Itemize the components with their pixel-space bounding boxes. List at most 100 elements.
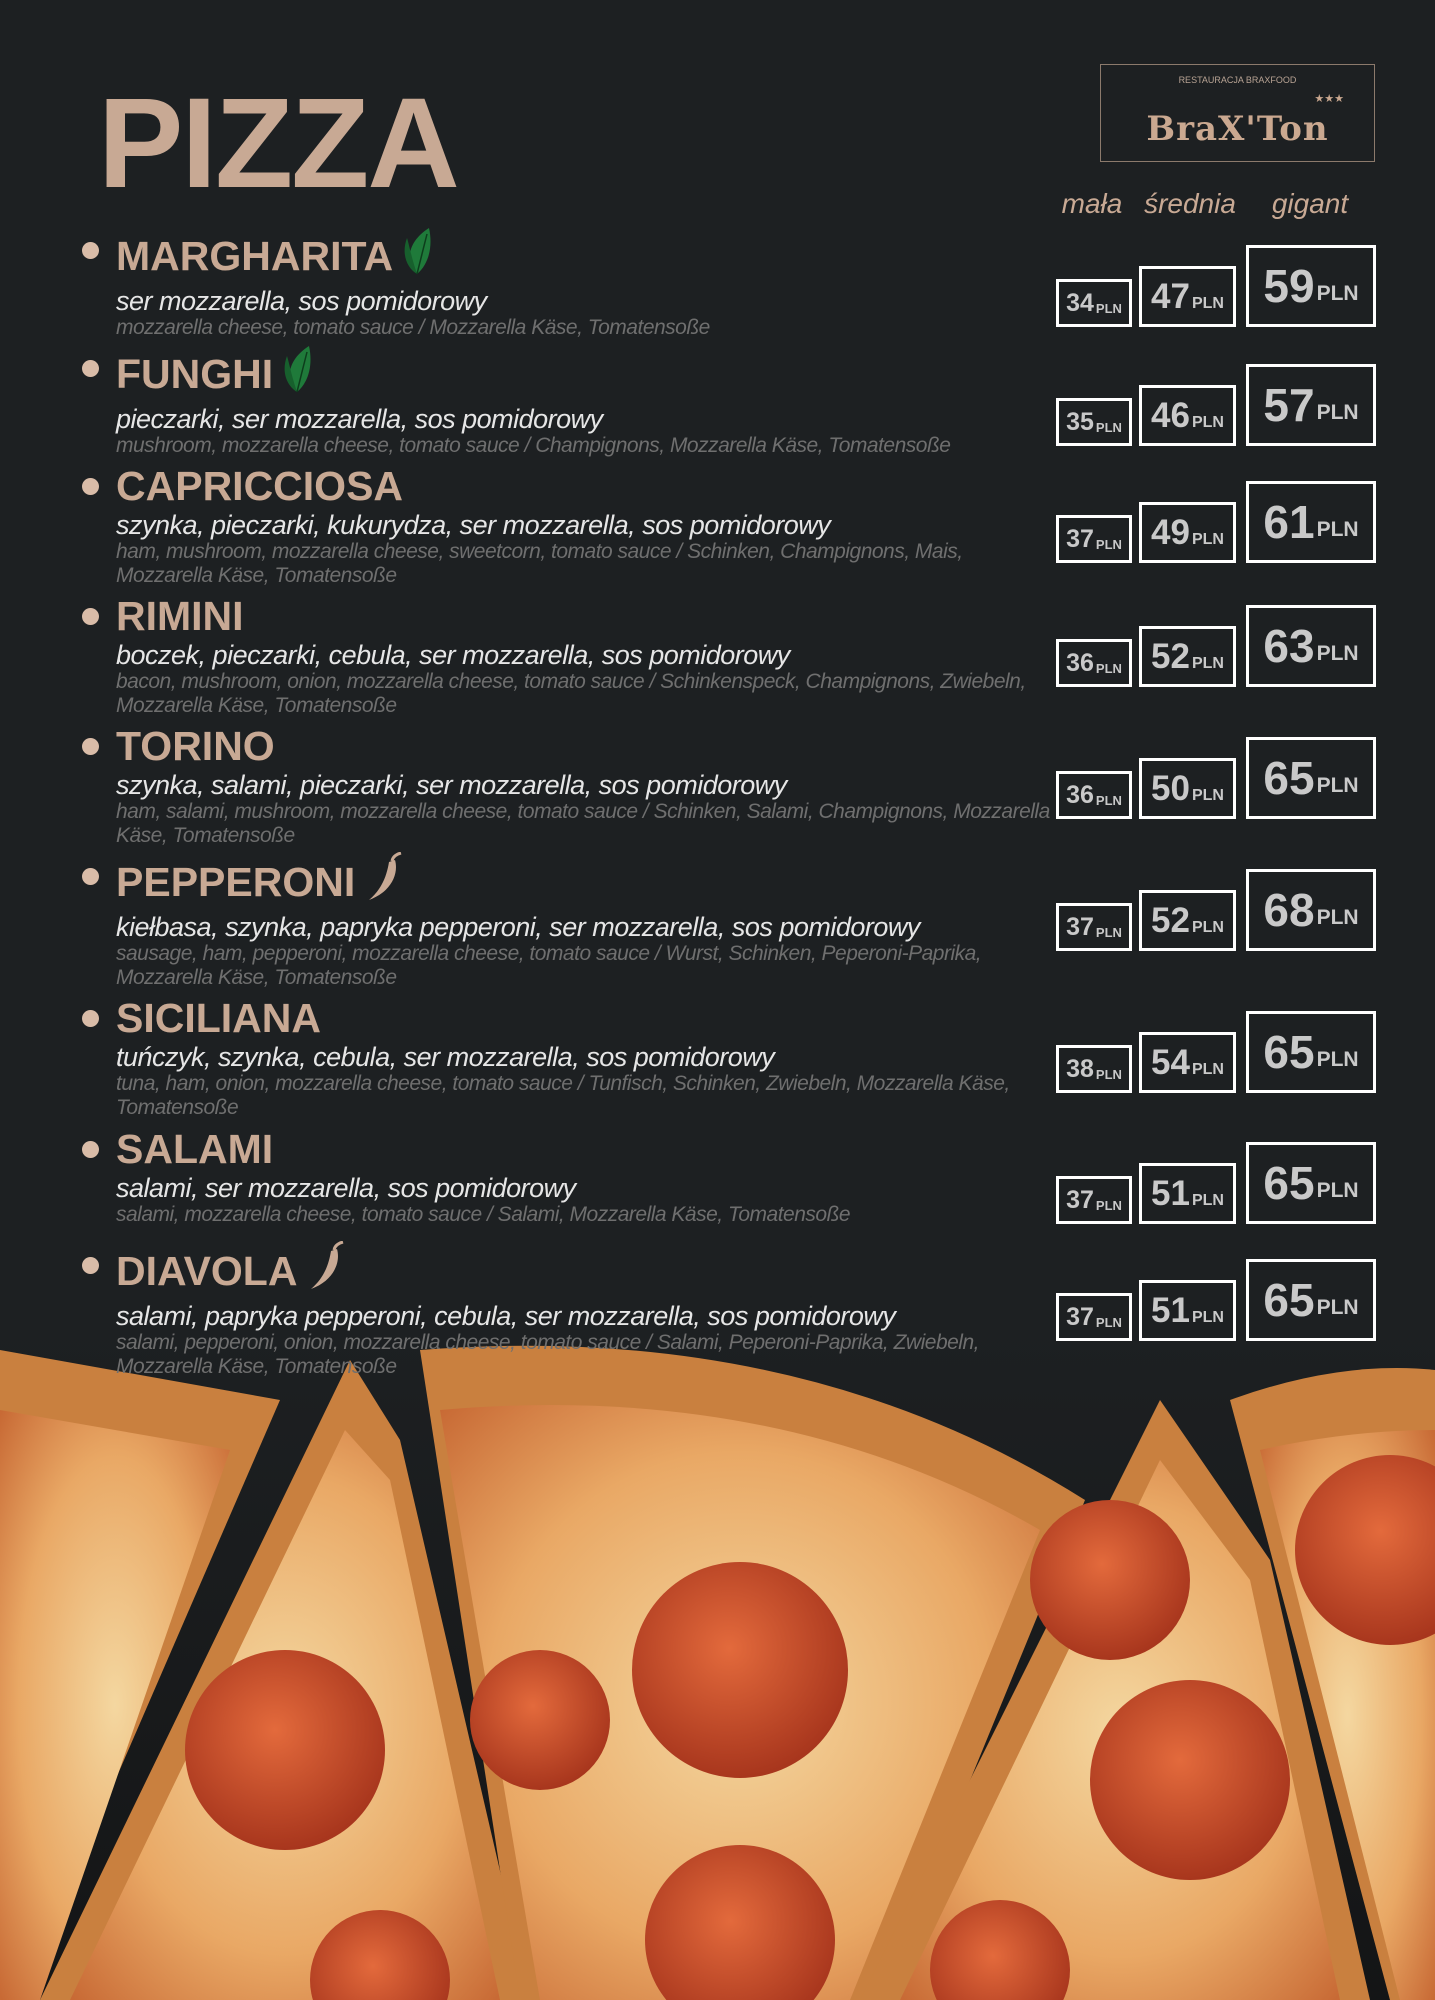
price-value: 61 [1263, 496, 1315, 548]
bullet-icon [82, 478, 99, 495]
price-value: 36 [1066, 780, 1094, 809]
item-ingredients-en: mozzarella cheese, tomato sauce / Mozzar… [116, 316, 710, 339]
item-name: RIMINI [116, 593, 244, 639]
price-value: 37 [1066, 1185, 1094, 1214]
price-small: 34 PLN [1056, 279, 1132, 327]
price-value: 59 [1263, 260, 1315, 312]
item-name: SICILIANA [116, 995, 321, 1041]
price-currency: PLN [1316, 401, 1359, 424]
price-small: 37 PLN [1056, 903, 1132, 951]
price-value: 51 [1151, 1290, 1190, 1330]
price-currency: PLN [1316, 906, 1359, 929]
page-title: PIZZA [98, 72, 460, 215]
pizza-photo [0, 1320, 1435, 2000]
price-currency: PLN [1095, 300, 1122, 316]
price-value: 36 [1066, 648, 1094, 677]
item-name: PEPPERONI [116, 859, 356, 905]
price-currency: PLN [1191, 918, 1224, 936]
price-giant: 65 PLN [1246, 1142, 1376, 1224]
item-ingredients-en: sausage, ham, pepperoni, mozzarella chee… [116, 942, 982, 989]
bullet-icon [82, 868, 99, 885]
price-value: 50 [1151, 768, 1190, 808]
price-small: 38 PLN [1056, 1045, 1132, 1093]
price-value: 63 [1263, 620, 1315, 672]
price-giant: 65 PLN [1246, 737, 1376, 819]
price-giant: 61 PLN [1246, 481, 1376, 563]
price-currency: PLN [1191, 1308, 1224, 1326]
price-value: 49 [1151, 512, 1190, 552]
price-small: 37 PLN [1056, 515, 1132, 563]
item-name: TORINO [116, 723, 275, 769]
menu-item: FUNGHI pieczarki, ser mozzarella, sos po… [80, 344, 1050, 458]
price-currency: PLN [1095, 792, 1122, 808]
price-currency: PLN [1316, 774, 1359, 797]
price-giant: 57 PLN [1246, 364, 1376, 446]
price-currency: PLN [1316, 1296, 1359, 1319]
item-ingredients-pl: ser mozzarella, sos pomidorowy [116, 286, 487, 316]
price-giant: 65 PLN [1246, 1011, 1376, 1093]
bullet-icon [82, 738, 99, 755]
price-value: 35 [1066, 407, 1094, 436]
pizza-slice [860, 1400, 1370, 2000]
price-value: 46 [1151, 395, 1190, 435]
item-ingredients-en: bacon, mushroom, onion, mozzarella chees… [116, 670, 1026, 717]
price-currency: PLN [1191, 1060, 1224, 1078]
menu-item: DIAVOLA salami, papryka pepperoni, cebul… [80, 1240, 1050, 1379]
chili-icon [307, 1240, 347, 1301]
price-currency: PLN [1191, 654, 1224, 672]
price-small: 35 PLN [1056, 398, 1132, 446]
price-currency: PLN [1316, 282, 1359, 305]
price-medium: 51 PLN [1139, 1280, 1236, 1341]
price-currency: PLN [1095, 1066, 1122, 1082]
price-value: 65 [1263, 752, 1315, 804]
item-name: FUNGHI [116, 351, 274, 397]
price-currency: PLN [1095, 419, 1122, 435]
price-value: 37 [1066, 912, 1094, 941]
price-medium: 51 PLN [1139, 1163, 1236, 1224]
price-small: 37 PLN [1056, 1293, 1132, 1341]
price-currency: PLN [1095, 660, 1122, 676]
price-currency: PLN [1316, 1048, 1359, 1071]
price-medium: 47 PLN [1139, 266, 1236, 327]
price-currency: PLN [1191, 1191, 1224, 1209]
item-name: DIAVOLA [116, 1248, 298, 1294]
price-giant: 68 PLN [1246, 869, 1376, 951]
menu-item: MARGHARITA ser mozzarella, sos pomidorow… [80, 226, 1050, 340]
price-currency: PLN [1316, 1179, 1359, 1202]
item-ingredients-en: mushroom, mozzarella cheese, tomato sauc… [116, 434, 951, 457]
price-currency: PLN [1191, 413, 1224, 431]
item-ingredients-pl: salami, ser mozzarella, sos pomidorowy [116, 1173, 576, 1203]
price-value: 34 [1066, 288, 1094, 317]
price-value: 65 [1263, 1274, 1315, 1326]
bullet-icon [82, 1010, 99, 1027]
pizza-slice [1230, 1368, 1435, 2000]
item-ingredients-en: ham, mushroom, mozzarella cheese, sweetc… [116, 540, 963, 587]
price-value: 51 [1151, 1173, 1190, 1213]
price-value: 54 [1151, 1042, 1190, 1082]
price-value: 57 [1263, 379, 1315, 431]
price-currency: PLN [1095, 1197, 1122, 1213]
pizza-slice [420, 1345, 1085, 2000]
logo-subtitle: RESTAURACJA BRAXFOOD [1178, 75, 1297, 85]
price-giant: 63 PLN [1246, 605, 1376, 687]
leaf-icon [403, 226, 435, 286]
bullet-icon [82, 360, 99, 377]
menu-item: SICILIANA tuńczyk, szynka, cebula, ser m… [80, 994, 1050, 1120]
price-currency: PLN [1191, 530, 1224, 548]
restaurant-logo: RESTAURACJA BRAXFOOD ★★★ BraX'Ton [1100, 64, 1375, 162]
menu-item: PEPPERONI kiełbasa, szynka, papryka pepp… [80, 851, 1050, 990]
price-value: 65 [1263, 1026, 1315, 1078]
price-value: 52 [1151, 900, 1190, 940]
item-ingredients-pl: pieczarki, ser mozzarella, sos pomidorow… [116, 404, 603, 434]
menu-item: CAPRICCIOSA szynka, pieczarki, kukurydza… [80, 462, 1050, 588]
menu-item: RIMINI boczek, pieczarki, cebula, ser mo… [80, 592, 1050, 718]
item-name: MARGHARITA [116, 233, 394, 279]
item-ingredients-pl: szynka, pieczarki, kukurydza, ser mozzar… [116, 510, 831, 540]
price-value: 68 [1263, 884, 1315, 936]
price-currency: PLN [1316, 642, 1359, 665]
price-currency: PLN [1191, 786, 1224, 804]
logo-stars: ★★★ [1314, 93, 1344, 105]
price-currency: PLN [1095, 1314, 1122, 1330]
logo-brand: BraX'Ton [1146, 109, 1329, 149]
item-ingredients-pl: tuńczyk, szynka, cebula, ser mozzarella,… [116, 1042, 775, 1072]
